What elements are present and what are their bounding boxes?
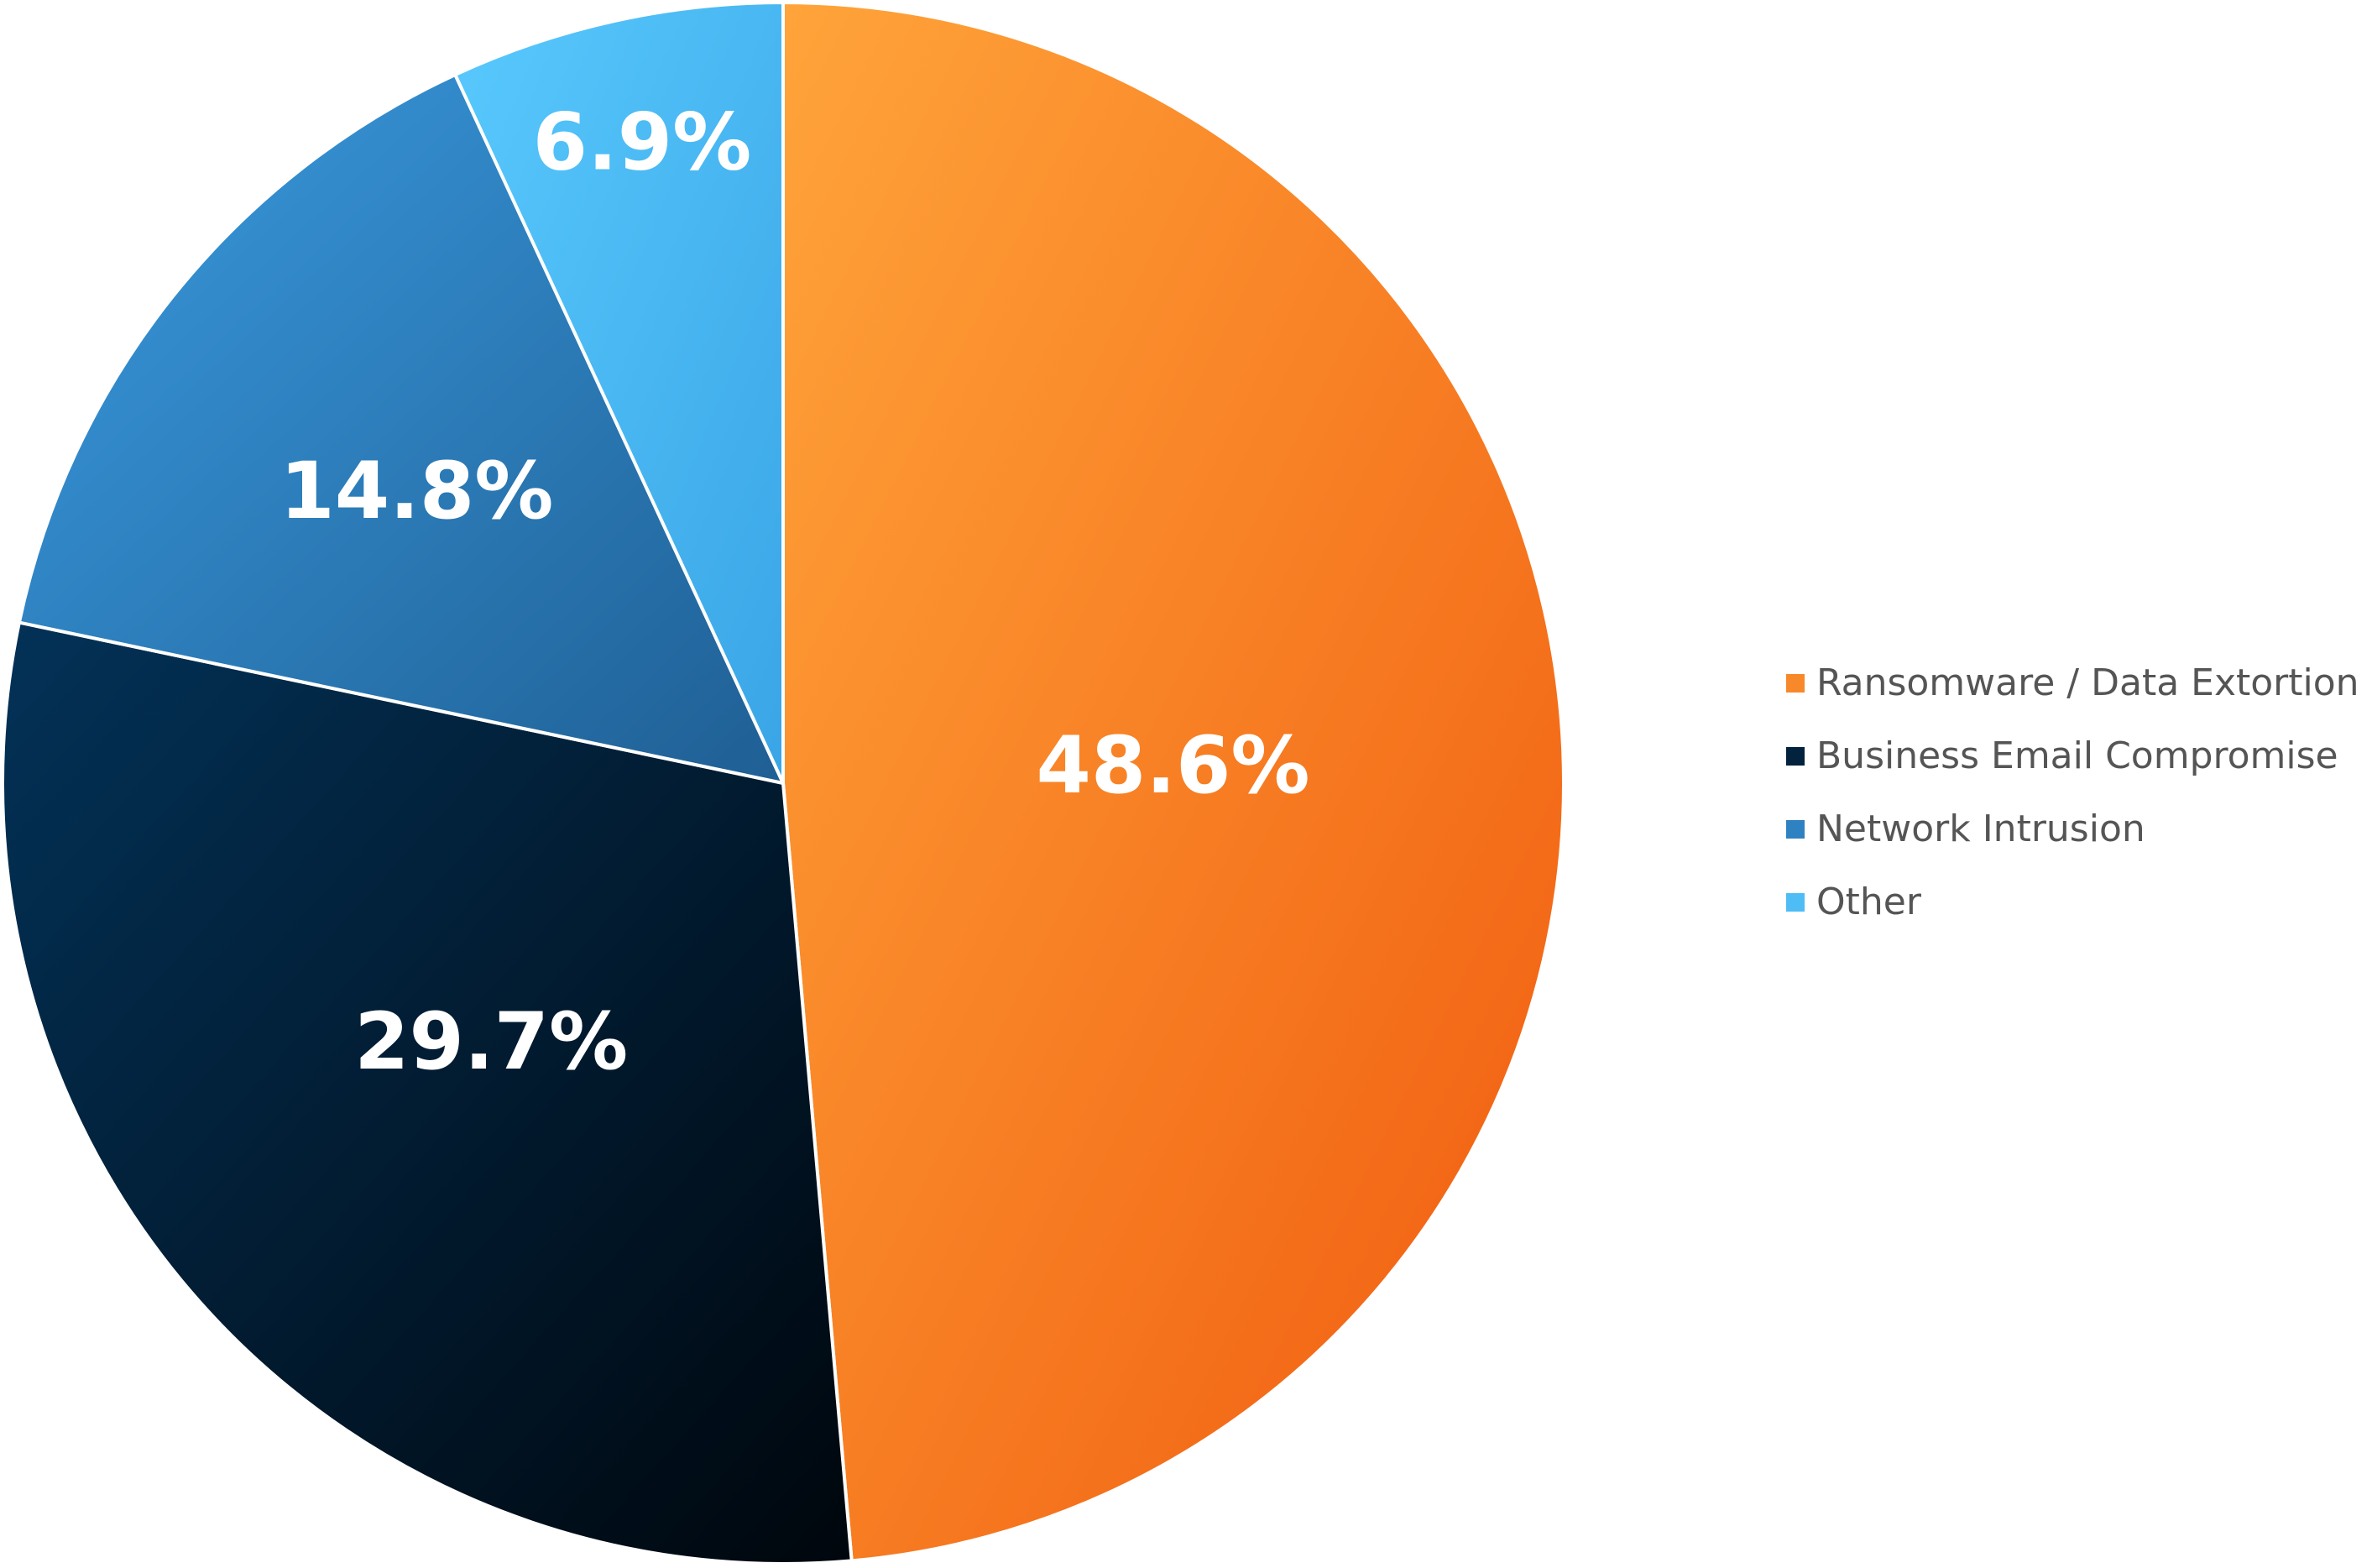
slices-layer [1,1,1565,1565]
pie-slice-1 [781,1,1565,1563]
legend-swatch-3 [1786,819,1805,839]
pie-plot-area: 48.6% 29.7% 14.8% 6.9% [1,1,1565,1565]
legend-label-1: Ransomware / Data Extortion [1816,661,2359,704]
legend-label-3: Network Intrusion [1816,808,2145,850]
slice-value-label-4: 6.9% [533,97,752,189]
legend-item-3: Network Intrusion [1786,792,2372,865]
slice-value-label-2: 29.7% [354,996,628,1088]
legend-label-2: Business Email Compromise [1816,734,2338,777]
slice-value-label-3: 14.8% [280,446,553,537]
legend-item-2: Business Email Compromise [1786,719,2372,792]
legend-item-4: Other [1786,865,2372,938]
legend-swatch-1 [1786,673,1805,693]
pie-slice-4 [453,1,785,785]
legend-swatch-2 [1786,746,1805,766]
legend: Ransomware / Data Extortion Business Emai… [1786,646,2372,938]
legend-item-1: Ransomware / Data Extortion [1786,646,2372,719]
slice-labels-layer: 48.6% 29.7% 14.8% 6.9% [280,97,1309,1089]
pie-slice-2 [1,620,854,1565]
legend-label-4: Other [1816,881,1921,923]
legend-swatch-4 [1786,892,1805,912]
pie-slice-3 [17,73,785,785]
slice-value-label-1: 48.6% [1036,720,1309,812]
